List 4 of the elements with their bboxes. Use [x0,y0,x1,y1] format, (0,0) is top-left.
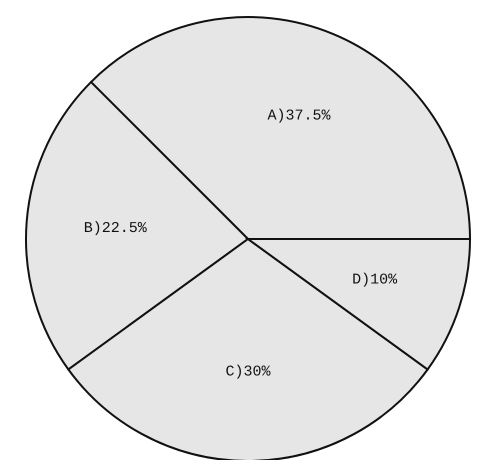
slice-label: A)37.5% [267,107,332,124]
slice-label: C)30% [225,364,272,381]
slice-label: B)22.5% [84,220,148,238]
slice-label: D)10% [352,272,398,289]
